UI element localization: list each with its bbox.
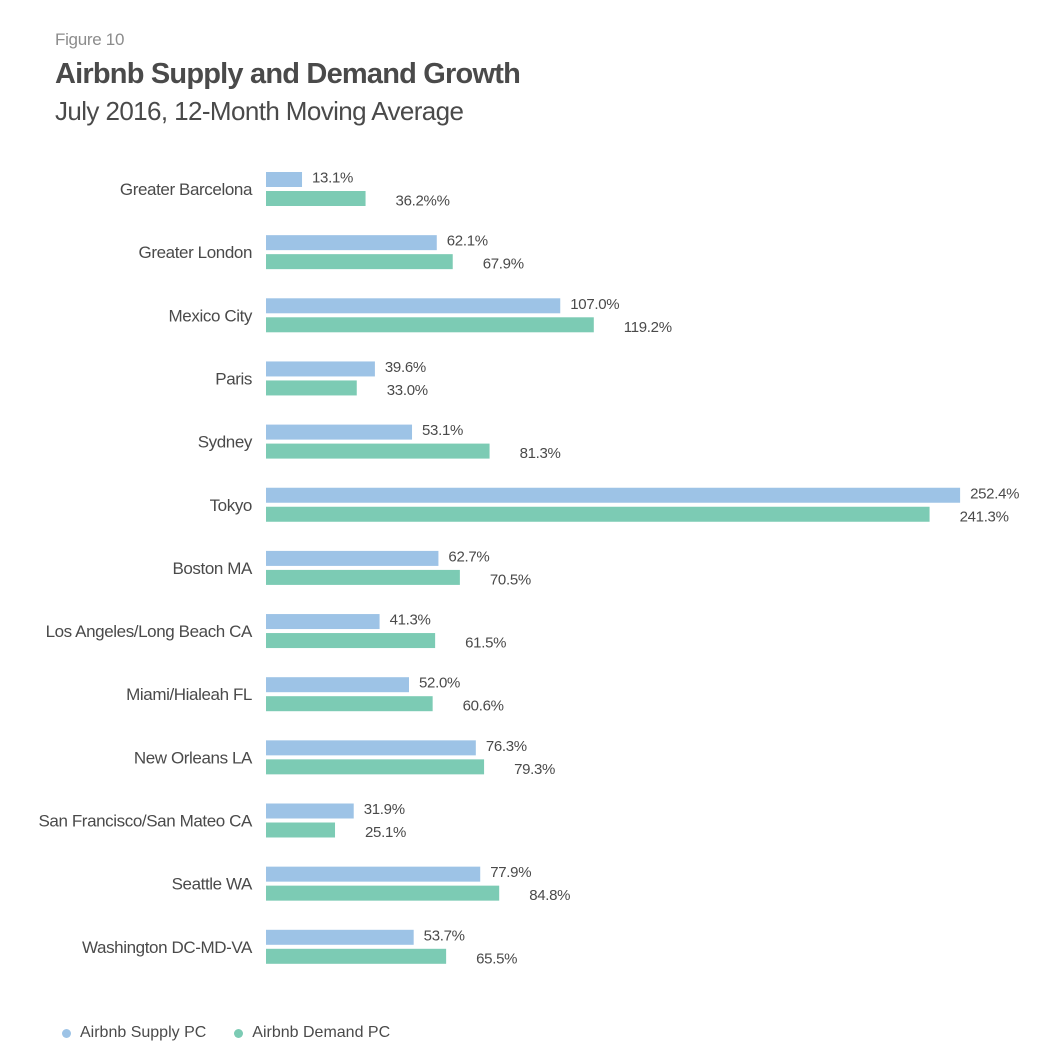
demand-bar	[266, 317, 594, 333]
supply-bar	[266, 614, 380, 630]
category-label: New Orleans LA	[134, 748, 253, 767]
demand-bar	[266, 822, 336, 838]
figure-label: Figure 10	[55, 30, 125, 49]
demand-value-label: 25.1%	[365, 824, 406, 841]
supply-value-label: 76.3%	[486, 738, 527, 755]
demand-value-label: 60.6%	[463, 698, 504, 715]
category-label: Washington DC-MD-VA	[82, 938, 253, 957]
supply-bar	[266, 424, 413, 440]
supply-value-label: 53.1%	[422, 422, 463, 439]
category-label: Seattle WA	[172, 875, 253, 894]
chart-title: Airbnb Supply and Demand Growth	[55, 58, 521, 90]
supply-bar	[266, 866, 481, 882]
legend-item-supply: Airbnb Supply PC	[62, 1024, 206, 1042]
supply-bar	[266, 172, 303, 187]
demand-bar	[266, 191, 366, 206]
category-label: San Francisco/San Mateo CA	[38, 812, 253, 831]
category-label: Sydney	[198, 433, 253, 452]
supply-bar	[266, 298, 561, 314]
legend-swatch-supply-icon	[62, 1028, 71, 1038]
supply-bar	[266, 361, 375, 377]
category-label: Miami/Hialeah FL	[126, 685, 252, 704]
supply-value-label: 39.6%	[385, 359, 426, 376]
demand-bar	[266, 948, 447, 964]
demand-bar	[266, 506, 930, 522]
legend-label-supply: Airbnb Supply PC	[80, 1024, 207, 1041]
supply-value-label: 252.4%	[970, 485, 1019, 502]
demand-value-label: 84.8%	[529, 887, 570, 904]
demand-bar	[266, 759, 485, 775]
demand-value-label: 36.2%%	[396, 193, 450, 210]
category-label: Los Angeles/Long Beach CA	[46, 622, 253, 641]
demand-bar	[266, 696, 433, 712]
supply-bar	[266, 929, 414, 945]
demand-bar	[266, 569, 460, 585]
supply-value-label: 62.7%	[448, 548, 489, 565]
demand-bar	[266, 254, 453, 270]
demand-bar	[266, 380, 357, 396]
demand-value-label: 65.5%	[476, 950, 517, 967]
supply-bar	[266, 740, 476, 756]
supply-value-label: 77.9%	[490, 864, 531, 881]
supply-value-label: 62.1%	[447, 233, 488, 250]
demand-bar	[266, 885, 500, 901]
bar-chart: Greater Barcelona 13.1% 36.2%% Greater Lond…	[38, 170, 1019, 968]
supply-value-label: 31.9%	[364, 801, 405, 818]
demand-bar	[266, 443, 490, 459]
category-label: Greater London	[139, 243, 252, 262]
demand-bar	[266, 633, 436, 649]
legend-label-demand: Airbnb Demand PC	[252, 1024, 391, 1041]
legend: Airbnb Supply PC Airbnb Demand PC	[62, 1024, 418, 1042]
supply-bar	[266, 803, 354, 819]
supply-value-label: 107.0%	[570, 296, 619, 313]
category-label: Boston MA	[172, 559, 253, 578]
supply-value-label: 41.3%	[390, 612, 431, 629]
category-label: Paris	[215, 369, 252, 388]
demand-value-label: 241.3%	[960, 508, 1009, 525]
legend-item-demand: Airbnb Demand PC	[234, 1024, 390, 1042]
supply-value-label: 52.0%	[419, 675, 460, 692]
supply-bar	[266, 487, 961, 503]
supply-value-label: 53.7%	[424, 927, 465, 944]
demand-value-label: 61.5%	[465, 635, 506, 652]
demand-value-label: 119.2%	[624, 319, 672, 336]
legend-swatch-demand-icon	[234, 1028, 244, 1038]
demand-value-label: 67.9%	[483, 256, 524, 273]
category-label: Mexico City	[169, 306, 253, 325]
category-label: Tokyo	[210, 496, 252, 515]
category-label: Greater Barcelona	[120, 180, 253, 199]
demand-value-label: 79.3%	[514, 761, 555, 778]
demand-value-label: 81.3%	[520, 445, 561, 462]
chart-subtitle: July 2016, 12-Month Moving Average	[55, 96, 464, 126]
demand-value-label: 70.5%	[490, 571, 531, 588]
supply-bar	[266, 550, 439, 566]
supply-bar	[266, 235, 437, 251]
supply-value-label: 13.1%	[312, 170, 353, 187]
demand-value-label: 33.0%	[387, 382, 428, 399]
supply-bar	[266, 677, 409, 693]
